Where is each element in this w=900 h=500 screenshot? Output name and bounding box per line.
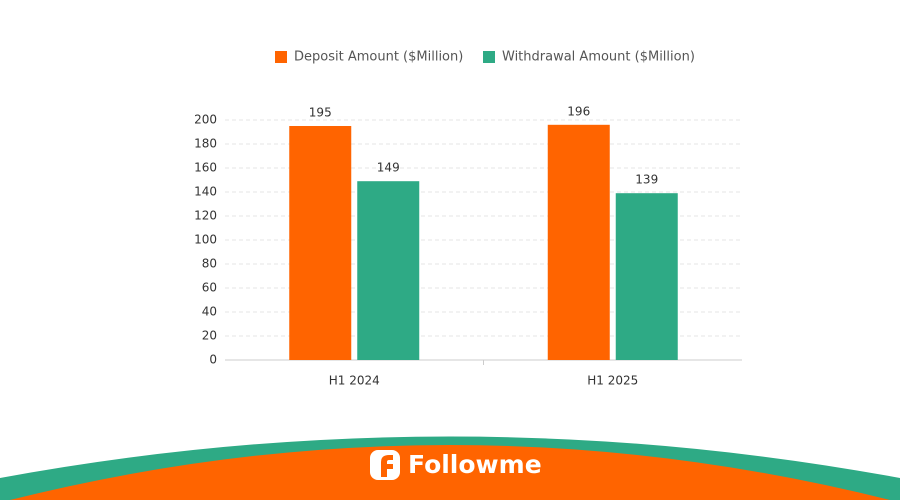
bar [289,126,352,360]
brand-name: Followme [408,450,542,479]
value-label: 196 [567,104,590,118]
legend-marker [275,51,287,63]
y-tick-label: 200 [194,113,217,127]
footer-wave-orange [10,445,890,500]
value-label: 195 [309,106,332,120]
y-tick-label: 40 [202,305,217,319]
bar [547,124,610,360]
value-label: 139 [635,173,658,187]
legend-marker [483,51,495,63]
y-tick-label: 60 [202,281,217,295]
footer: Followme [0,436,900,500]
bar [357,181,420,360]
y-tick-label: 180 [194,137,217,151]
y-tick-label: 20 [202,329,217,343]
bar [615,193,678,360]
y-tick-label: 120 [194,209,217,223]
y-tick-label: 100 [194,233,217,247]
legend-label: Deposit Amount ($Million) [294,50,463,65]
y-tick-label: 160 [194,161,217,175]
x-tick-label: H1 2024 [329,374,380,388]
logo-icon [370,450,400,480]
y-tick-label: 0 [209,353,217,367]
y-tick-label: 80 [202,257,217,271]
x-tick-label: H1 2025 [587,374,638,388]
legend-label: Withdrawal Amount ($Million) [502,50,695,65]
y-tick-label: 140 [194,185,217,199]
value-label: 149 [377,161,400,175]
